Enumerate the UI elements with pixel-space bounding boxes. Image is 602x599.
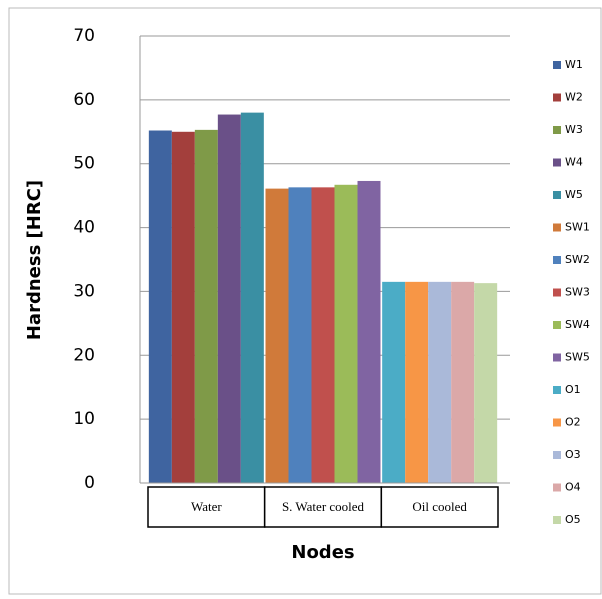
y-tick-label: 70	[73, 26, 95, 46]
bar	[171, 131, 195, 484]
bar	[217, 114, 241, 484]
legend-label: O4	[565, 481, 581, 494]
legend-label: SW1	[565, 221, 590, 234]
y-tick-label: 40	[73, 218, 95, 238]
y-tick-label: 10	[73, 409, 95, 429]
legend-swatch	[553, 223, 561, 232]
legend-label: W1	[565, 58, 583, 71]
x-tick-label: Water	[191, 499, 222, 514]
legend-swatch	[553, 321, 561, 329]
bar	[148, 130, 172, 483]
legend-swatch	[553, 418, 561, 427]
bar	[428, 281, 452, 483]
bar	[382, 281, 406, 483]
bar	[194, 129, 218, 483]
legend-label: O2	[565, 416, 581, 429]
bar	[265, 188, 289, 483]
frame	[8, 7, 602, 595]
x-tick-label: Oil cooled	[412, 499, 467, 514]
legend-label: O3	[565, 448, 581, 461]
category-box	[380, 486, 499, 528]
legend-label: O5	[565, 513, 581, 526]
legend-swatch	[553, 386, 561, 394]
bar	[288, 187, 312, 483]
legend-label: W2	[565, 91, 583, 104]
bar	[334, 184, 358, 483]
legend-swatch	[553, 126, 561, 134]
bar	[451, 281, 475, 483]
legend-swatch	[553, 256, 561, 264]
legend-label: SW5	[565, 351, 590, 364]
x-axis-label: Nodes	[291, 542, 354, 563]
legend-label: SW4	[565, 318, 590, 331]
legend-swatch	[553, 451, 561, 459]
y-tick-label: 30	[73, 281, 95, 301]
y-tick-label: 0	[84, 473, 95, 493]
bar	[240, 112, 264, 483]
legend-swatch	[553, 288, 561, 297]
legend-swatch	[553, 61, 561, 69]
legend-swatch	[553, 516, 561, 524]
bar	[405, 281, 429, 483]
legend-swatch	[553, 191, 561, 199]
legend-label: W4	[565, 156, 583, 169]
legend-label: SW3	[565, 286, 590, 299]
y-tick-label: 60	[73, 90, 95, 110]
legend-swatch	[553, 158, 561, 167]
y-tick-label: 20	[73, 345, 95, 365]
bar	[474, 283, 498, 483]
legend-swatch	[553, 353, 561, 362]
y-tick-label: 50	[73, 154, 95, 174]
legend-label: W5	[565, 188, 583, 201]
legend-swatch	[553, 483, 561, 492]
legend-label: SW2	[565, 253, 590, 266]
legend-swatch	[553, 93, 561, 102]
bar	[357, 180, 381, 483]
y-axis-label: Hardness [HRC]	[24, 180, 45, 340]
x-tick-label: S. Water cooled	[282, 499, 365, 514]
bar	[311, 187, 335, 483]
legend-label: O1	[565, 383, 581, 396]
legend-label: W3	[565, 123, 583, 136]
